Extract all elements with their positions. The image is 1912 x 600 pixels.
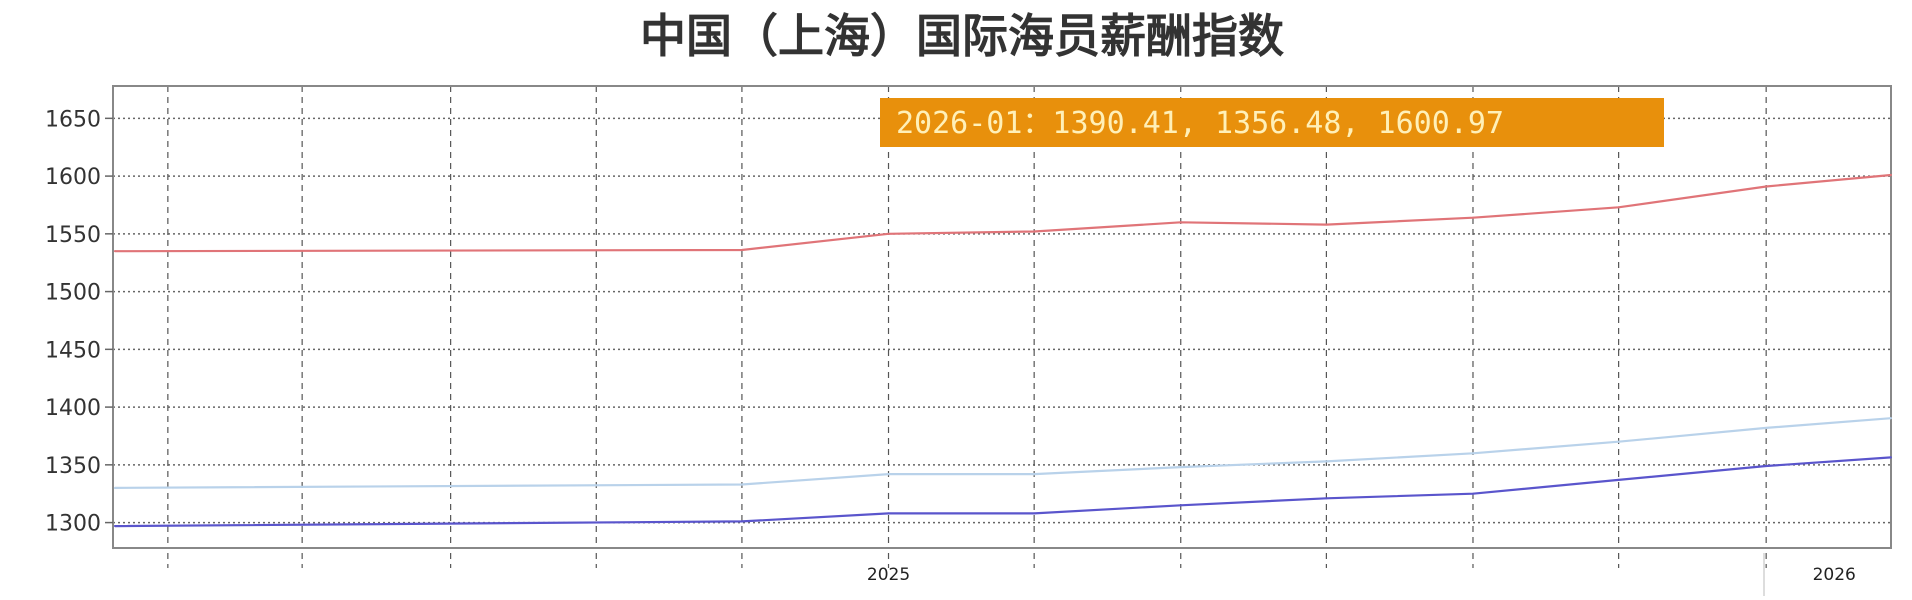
point-series-1 <box>1765 426 1768 429</box>
point-series-3 <box>740 249 743 252</box>
x-tick-label: 2025 <box>867 565 910 585</box>
point-series-2 <box>887 512 890 515</box>
point-series-1 <box>113 486 116 489</box>
y-tick-label: 1350 <box>45 454 101 479</box>
point-series-3 <box>1179 221 1182 224</box>
tooltip-text: 2026-01：1390.41, 1356.48, 1600.97 <box>896 106 1504 141</box>
point-series-1 <box>1179 466 1182 469</box>
point-series-1 <box>1617 440 1620 443</box>
point-series-2 <box>113 525 116 528</box>
tooltip-background <box>880 98 1664 147</box>
point-series-3 <box>1325 223 1328 226</box>
chart-title: 中国（上海）国际海员薪酬指数 <box>640 9 1284 63</box>
tooltip: 2026-01：1390.41, 1356.48, 1600.97 <box>880 98 1664 147</box>
x-axis: 2025 2026 <box>167 553 1856 596</box>
plot-area-border <box>112 85 1892 549</box>
point-series-3 <box>1617 206 1620 209</box>
series-lines <box>113 173 1892 528</box>
y-axis: 1300 1350 1400 1450 1500 1550 1600 1650 <box>45 107 113 537</box>
point-series-1 <box>1325 460 1328 463</box>
point-series-3 <box>1765 185 1768 188</box>
y-tick-label: 1650 <box>45 107 101 132</box>
point-series-2 <box>1890 456 1892 459</box>
point-series-2 <box>1471 492 1474 495</box>
point-series-1 <box>887 473 890 476</box>
point-series-1 <box>1890 417 1892 420</box>
y-tick-label: 1450 <box>45 338 101 363</box>
point-series-2 <box>1179 504 1182 507</box>
point-series-1 <box>1033 473 1036 476</box>
y-tick-label: 1300 <box>45 512 101 537</box>
point-series-2 <box>1765 464 1768 467</box>
point-series-2 <box>740 520 743 523</box>
y-tick-label: 1500 <box>45 281 101 306</box>
point-series-3 <box>1890 173 1892 176</box>
line-series-2 <box>114 456 1892 528</box>
line-series-1 <box>114 417 1892 489</box>
point-series-3 <box>1471 216 1474 219</box>
point-series-2 <box>1617 478 1620 481</box>
line-series-3 <box>114 173 1892 253</box>
point-series-2 <box>1033 512 1036 515</box>
point-series-2 <box>1325 497 1328 500</box>
point-series-1 <box>740 483 743 486</box>
y-tick-label: 1600 <box>45 165 101 190</box>
point-series-1 <box>1471 452 1474 455</box>
y-tick-label: 1550 <box>45 223 101 248</box>
point-series-3 <box>887 232 890 235</box>
x-tick-label: 2026 <box>1813 565 1856 585</box>
point-series-3 <box>1033 230 1036 233</box>
point-series-3 <box>113 250 116 253</box>
y-tick-label: 1400 <box>45 396 101 421</box>
